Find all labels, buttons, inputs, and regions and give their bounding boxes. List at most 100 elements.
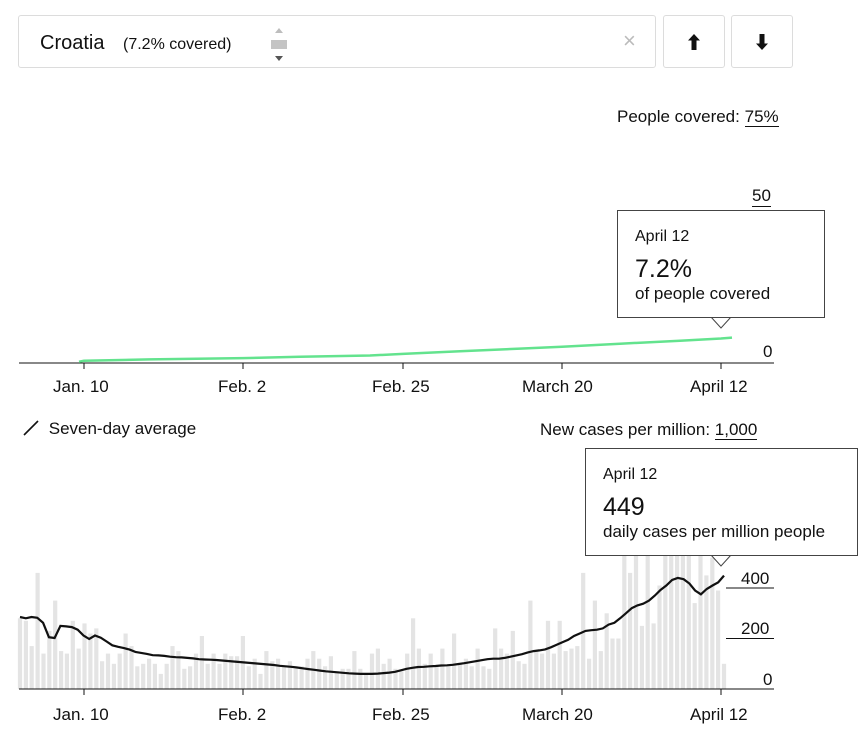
daily-case-bar (575, 646, 580, 689)
arrow-down-icon (756, 33, 768, 50)
next-country-button[interactable] (731, 15, 793, 68)
tooltip-description: of people covered (635, 284, 771, 303)
daily-case-bar (551, 653, 556, 689)
cases-ytick-200: 200 (741, 619, 770, 638)
daily-case-bar (540, 653, 545, 689)
daily-case-bar (29, 646, 34, 689)
daily-case-bar (504, 653, 509, 689)
tooltip-date: April 12 (635, 228, 690, 245)
country-selector[interactable]: Croatia (7.2% covered) × (18, 15, 656, 68)
tooltip-value: 7.2% (635, 255, 692, 283)
daily-case-bar (487, 668, 492, 689)
daily-case-bar (323, 666, 328, 689)
daily-case-bar (369, 653, 375, 689)
daily-case-bar (616, 638, 621, 689)
daily-case-bar (534, 651, 539, 689)
daily-case-bar (510, 630, 515, 689)
cases-xtick: Feb. 25 (372, 705, 430, 724)
daily-case-bar (258, 673, 263, 690)
daily-case-bar (528, 600, 533, 689)
daily-case-bar (188, 666, 193, 689)
daily-case-bar (340, 668, 345, 689)
daily-case-bar (481, 666, 486, 689)
daily-case-bar (557, 620, 562, 689)
daily-case-bar (129, 646, 134, 689)
daily-case-bar (387, 658, 392, 689)
cases-ytick-0: 0 (763, 670, 773, 689)
daily-case-bar (604, 613, 609, 690)
daily-case-bar (452, 633, 457, 689)
coverage-series-line (78, 336, 733, 363)
clear-selection-icon[interactable]: × (623, 28, 636, 53)
daily-case-bar (47, 630, 52, 689)
daily-case-bar (111, 663, 116, 690)
daily-case-bar (164, 663, 169, 690)
daily-case-bar (293, 668, 298, 689)
daily-case-bar (317, 658, 322, 689)
daily-case-bar (176, 651, 181, 689)
daily-case-bar (475, 648, 480, 689)
cases-tooltip-pointer (710, 554, 732, 567)
daily-case-bar (346, 668, 351, 689)
selected-country: Croatia (40, 32, 105, 54)
daily-case-bar (141, 663, 146, 690)
daily-case-bar (123, 633, 128, 689)
daily-case-bar (364, 673, 369, 690)
tooltip-value: 449 (603, 493, 645, 521)
daily-case-bar (440, 648, 445, 689)
coverage-xtick: Feb. 2 (218, 377, 267, 396)
legend: Seven-day average (22, 419, 196, 439)
daily-case-bar (645, 552, 650, 689)
daily-case-bar (569, 648, 574, 689)
daily-case-bar (399, 671, 404, 689)
daily-case-bar (592, 600, 597, 689)
daily-case-bar (299, 666, 304, 689)
daily-case-bar (633, 547, 639, 689)
tooltip-date: April 12 (603, 466, 658, 483)
daily-case-bar (416, 648, 421, 689)
daily-case-bar (246, 666, 251, 689)
daily-case-bar (675, 547, 680, 689)
daily-case-bar (100, 661, 105, 689)
select-spinner-icon[interactable] (270, 21, 288, 63)
daily-case-bar (199, 636, 204, 689)
daily-case-bar (59, 651, 64, 689)
daily-case-bar (94, 628, 99, 689)
daily-case-bar (117, 653, 122, 689)
daily-case-bar (563, 651, 568, 689)
cases-xtick: Feb. 2 (218, 705, 267, 724)
daily-case-bar (235, 656, 240, 689)
seven-day-average-line (19, 574, 725, 675)
previous-country-button[interactable] (663, 15, 725, 68)
daily-case-bar (545, 620, 551, 689)
daily-case-bar (499, 648, 504, 689)
coverage-ytick-50: 50 (752, 186, 771, 207)
daily-case-bar (669, 547, 674, 689)
daily-case-bar (610, 638, 615, 689)
daily-case-bar (252, 658, 257, 689)
coverage-axis-max[interactable]: 75% (744, 107, 779, 127)
cases-axis-max[interactable]: 1,000 (714, 420, 758, 440)
daily-case-bar (35, 572, 40, 690)
daily-case-bar (182, 668, 187, 689)
daily-case-bar (70, 620, 75, 689)
coverage-xtick: Feb. 25 (372, 377, 430, 396)
daily-case-bar (287, 661, 292, 689)
daily-case-bar (270, 661, 275, 689)
daily-case-bar (135, 666, 140, 689)
coverage-xtick: April 12 (690, 377, 748, 396)
daily-case-bar (381, 663, 386, 690)
daily-case-bar (422, 663, 427, 690)
daily-case-bar (622, 547, 627, 689)
daily-case-bar (41, 653, 46, 689)
daily-case-bar (716, 590, 721, 689)
daily-case-bar (698, 547, 703, 689)
daily-case-bar (434, 666, 439, 689)
daily-case-bar (352, 651, 357, 689)
daily-case-bar (205, 663, 210, 690)
daily-case-bar (446, 666, 451, 689)
daily-case-bar (152, 663, 157, 690)
cases-axis-label: New cases per million: 1,000 (540, 420, 758, 440)
daily-case-bar (158, 673, 163, 690)
daily-case-bar (334, 671, 339, 689)
